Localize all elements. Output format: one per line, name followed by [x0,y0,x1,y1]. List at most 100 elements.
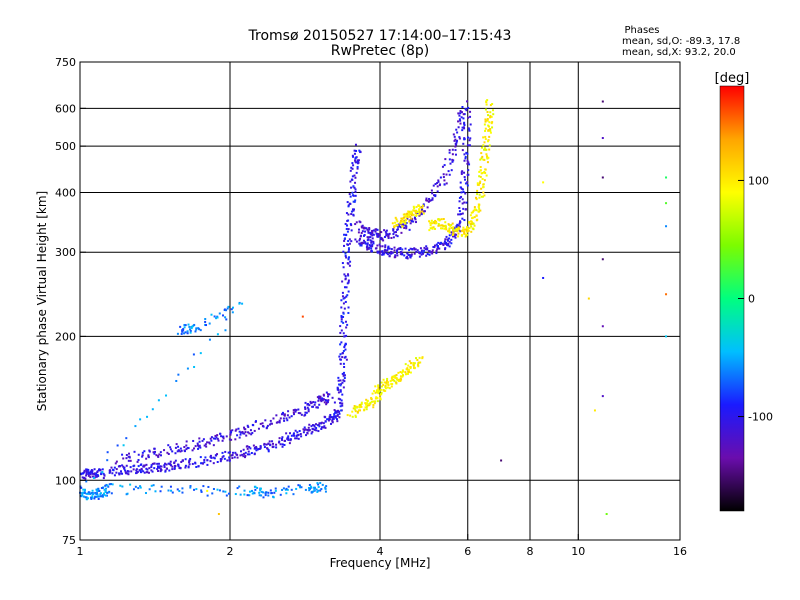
data-point [300,486,303,489]
data-point [150,469,153,472]
data-point [380,391,383,394]
data-point [81,476,84,479]
data-point [467,116,470,119]
data-point [176,488,179,491]
data-point [102,495,105,498]
data-point [394,256,397,259]
data-point [542,181,545,184]
data-point [157,465,160,468]
data-point [401,248,404,251]
data-point [368,246,371,249]
data-point [157,470,160,473]
data-point [376,228,379,231]
data-point [374,385,377,388]
data-point [85,498,88,501]
data-point [188,459,191,462]
data-point [359,403,362,406]
data-point [215,436,218,439]
data-point [240,450,243,453]
data-point [387,235,390,238]
data-point [183,323,186,326]
stats-line-x: mean, sd,X: 93.2, 20.0 [622,47,736,58]
data-point [208,442,211,445]
data-point [206,489,209,492]
data-point [341,393,344,396]
data-point [461,106,464,109]
data-point [328,418,331,421]
data-point [141,454,144,457]
data-point [393,376,396,379]
data-point [339,325,342,328]
data-point [95,475,98,478]
y-tick-label: 400 [55,186,76,199]
data-point [143,464,146,467]
data-point [230,431,233,434]
data-point [111,483,114,486]
data-point [358,239,361,242]
data-point [462,113,465,116]
data-point [231,451,234,454]
data-point [340,306,343,309]
data-point [443,179,446,182]
data-point [372,404,375,407]
data-point [460,116,463,119]
data-point [226,459,229,462]
data-point [87,497,90,500]
data-point [416,359,419,362]
data-point [415,214,418,217]
data-point [167,453,170,456]
data-point [164,470,167,473]
data-point [452,226,455,229]
data-point [132,488,135,491]
data-point [457,224,460,227]
data-point [601,395,604,398]
data-point [469,137,472,140]
data-point [423,210,426,213]
data-point [248,432,251,435]
data-point [281,443,284,446]
data-point [381,253,384,256]
data-point [382,383,385,386]
data-point [327,419,330,422]
data-point [331,418,334,421]
data-point [469,214,472,217]
data-point [312,486,315,489]
data-point [186,332,189,335]
data-point [406,216,409,219]
data-point [379,398,382,401]
data-point [351,154,354,157]
data-point [418,252,421,255]
data-point [206,459,209,462]
data-point [399,379,402,382]
data-point [377,234,380,237]
data-point [464,192,467,195]
data-point [447,170,450,173]
data-point [461,126,464,129]
data-point [346,262,349,265]
data-point [390,382,393,385]
data-point [248,446,251,449]
data-point [491,126,494,129]
data-point [351,208,354,211]
data-point [436,244,439,247]
data-point [85,474,88,477]
data-point [423,249,426,252]
data-point [398,378,401,381]
x-tick-label: 16 [673,545,687,558]
data-point [446,239,449,242]
data-point [387,237,390,240]
data-point [325,485,328,488]
data-point [337,379,340,382]
data-point [362,234,365,237]
data-point [297,484,300,487]
data-point [160,454,163,457]
data-point [448,231,451,234]
data-point [439,227,442,230]
data-point [123,466,126,469]
data-point [377,388,380,391]
data-point [353,186,356,189]
data-point [346,219,349,222]
data-point [491,103,494,106]
data-point [413,252,416,255]
data-point [300,435,303,438]
